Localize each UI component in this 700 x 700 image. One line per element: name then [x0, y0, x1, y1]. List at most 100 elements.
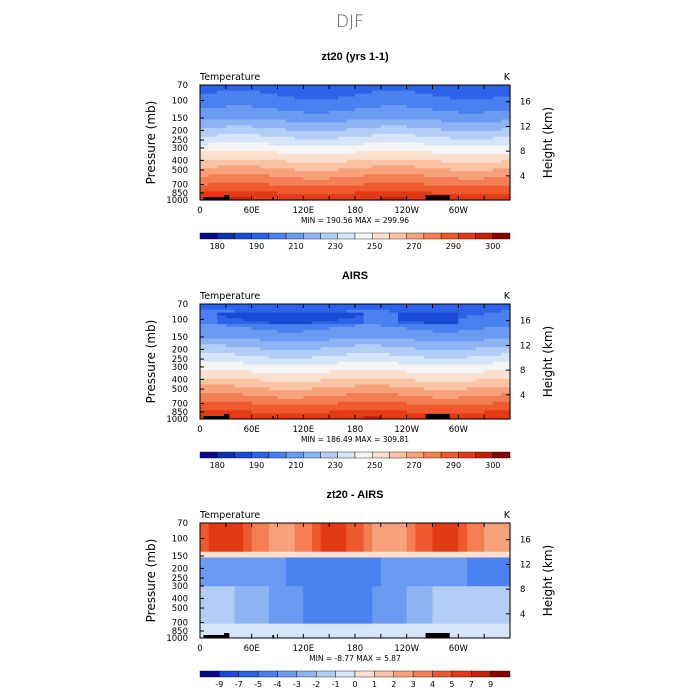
- contour-cell: [406, 378, 416, 383]
- contour-cell: [329, 352, 339, 357]
- contour-cell: [423, 609, 434, 613]
- contour-cell: [303, 358, 313, 363]
- contour-cell: [398, 589, 408, 593]
- contour-cell: [406, 347, 416, 351]
- contour-cell: [337, 404, 347, 409]
- contour-cell: [449, 188, 459, 192]
- contour-cell: [441, 93, 451, 98]
- contour-cell: [286, 113, 296, 118]
- contour-cell: [277, 592, 287, 596]
- contour-cell: [234, 327, 244, 331]
- contour-cell: [355, 606, 365, 610]
- contour-cell: [337, 148, 347, 152]
- contour-cell: [243, 378, 253, 383]
- contour-cell: [225, 105, 236, 109]
- contour-cell: [372, 352, 382, 357]
- contour-cell: [458, 557, 468, 561]
- contour-cell: [286, 615, 296, 619]
- contour-cell: [251, 597, 261, 602]
- contour-cell: [217, 125, 227, 129]
- contour-cell: [286, 528, 296, 533]
- contour-cell: [208, 594, 218, 599]
- contour-cell: [398, 119, 408, 123]
- contour-cell: [501, 136, 511, 141]
- contour-cell: [260, 407, 270, 411]
- contour-cell: [466, 597, 477, 602]
- contour-cell: [234, 116, 244, 121]
- contour-cell: [303, 551, 313, 556]
- contour-cell: [458, 635, 468, 639]
- contour-cell: [294, 329, 304, 334]
- y-axis-title: Pressure (mb): [144, 101, 158, 185]
- contour-cell: [329, 583, 339, 587]
- contour-cell: [208, 151, 218, 155]
- contour-cell: [303, 154, 313, 158]
- contour-cell: [492, 566, 502, 570]
- contour-cell: [458, 571, 468, 576]
- contour-cell: [329, 338, 339, 342]
- contour-cell: [415, 116, 425, 121]
- contour-cell: [501, 410, 511, 414]
- contour-cell: [225, 416, 236, 420]
- contour-cell: [346, 620, 356, 625]
- contour-cell: [200, 304, 210, 308]
- contour-cell: [208, 396, 218, 400]
- contour-cell: [389, 557, 399, 561]
- contour-cell: [251, 375, 261, 380]
- contour-cell: [389, 384, 399, 388]
- contour-cell: [243, 102, 253, 106]
- contour-cell: [355, 154, 365, 158]
- contour-cell: [441, 125, 451, 129]
- contour-cell: [458, 125, 468, 129]
- contour-cell: [208, 93, 218, 98]
- contour-cell: [415, 523, 425, 527]
- contour-cell: [415, 534, 425, 538]
- contour-cell: [234, 87, 244, 92]
- contour-cell: [251, 381, 261, 386]
- contour-cell: [355, 571, 365, 576]
- contour-cell: [458, 617, 468, 622]
- contour-cell: [243, 546, 253, 550]
- contour-cell: [200, 315, 210, 319]
- contour-cell: [311, 390, 322, 394]
- contour-cell: [303, 537, 313, 541]
- contour-cell: [398, 554, 408, 559]
- contour-cell: [234, 188, 244, 192]
- pressure-tick-label: 1000: [166, 196, 188, 206]
- contour-cell: [337, 635, 347, 639]
- contour-cell: [277, 174, 287, 178]
- contour-cell: [260, 364, 270, 368]
- contour-cell: [501, 569, 511, 573]
- contour-cell: [406, 612, 416, 616]
- contour-cell: [380, 171, 391, 175]
- contour-cell: [311, 131, 322, 135]
- contour-cell: [492, 108, 502, 112]
- contour-cell: [458, 108, 468, 112]
- contour-cell: [363, 105, 373, 109]
- contour-cell: [355, 554, 365, 559]
- contour-cell: [475, 364, 485, 368]
- contour-cell: [268, 626, 279, 630]
- contour-cell: [311, 185, 322, 190]
- contour-cell: [268, 592, 279, 596]
- contour-cell: [458, 168, 468, 172]
- y-axis-title-right: Height (km): [541, 545, 555, 616]
- contour-cell: [286, 128, 296, 132]
- contour-cell: [492, 361, 502, 365]
- contour-cell: [363, 410, 373, 414]
- contour-cell: [260, 398, 270, 403]
- contour-cell: [423, 589, 434, 593]
- contour-cell: [449, 416, 459, 420]
- contour-cell: [355, 574, 365, 579]
- contour-cell: [217, 306, 227, 311]
- contour-cell: [389, 341, 399, 345]
- contour-cell: [406, 600, 416, 605]
- contour-cell: [268, 321, 279, 325]
- contour-cell: [234, 560, 244, 564]
- contour-cell: [355, 197, 365, 201]
- contour-cell: [449, 162, 459, 167]
- contour-cell: [406, 387, 416, 391]
- contour-cell: [458, 139, 468, 144]
- contour-cell: [492, 355, 502, 360]
- contour-cell: [372, 580, 382, 584]
